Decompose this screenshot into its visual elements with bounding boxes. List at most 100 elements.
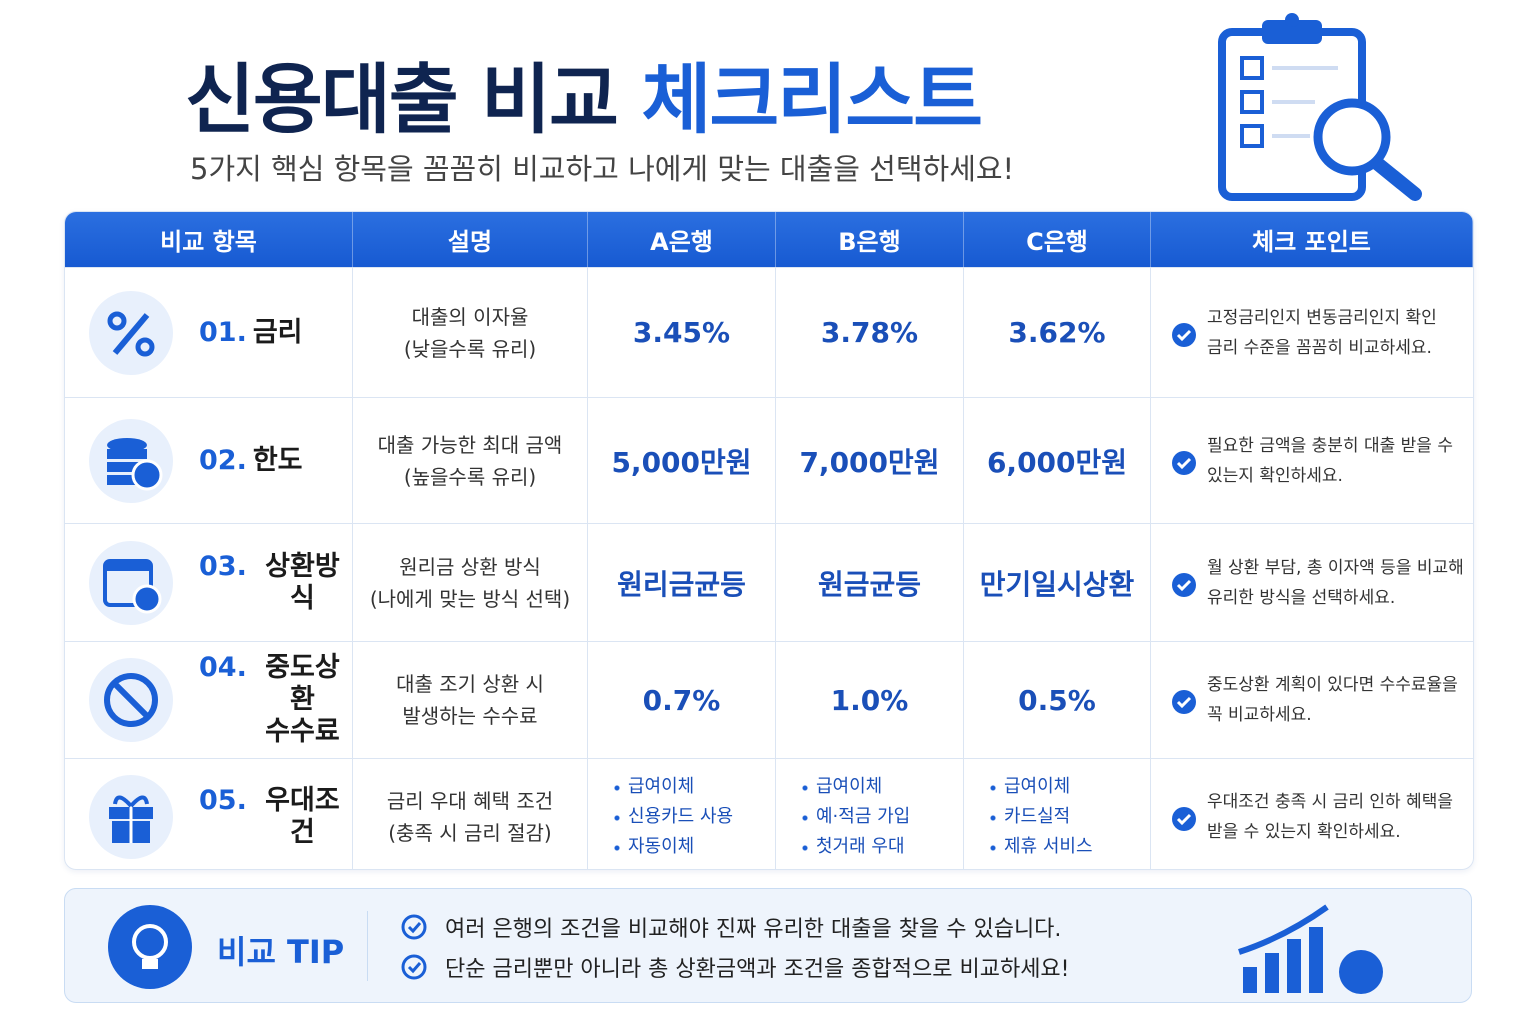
table-cell: 원금균등 (776, 524, 964, 641)
label-line: 금리 (252, 316, 303, 348)
tip-text: 여러 은행의 조건을 비교해야 진짜 유리한 대출을 찾을 수 있습니다. (445, 917, 1062, 942)
table-cell: 급여이체 신용카드 사용 자동이체 (588, 759, 776, 869)
table-cell: 1.0% (776, 642, 964, 758)
table-cell: 5,000만원 (588, 398, 776, 523)
row-icon (89, 774, 173, 859)
table-cell: 급여이체 예·적금 가입 첫거래 우대 (776, 759, 964, 869)
bulb-icon (108, 905, 192, 989)
table-cell: 3.45% (588, 268, 776, 397)
check-icon (1172, 450, 1196, 475)
bank-value: 1.0% (830, 683, 909, 717)
row-icon (89, 418, 173, 503)
table-cell: 급여이체 카드실적 제휴 서비스 (964, 759, 1151, 869)
condition-item: 첫거래 우대 (802, 831, 905, 862)
check-line: 월 상환 부담, 총 이자액 등을 비교해 (1207, 557, 1464, 578)
item-number: 03. (199, 550, 247, 582)
description-line: 대출의 이자율 (411, 304, 529, 329)
subtitle: 5가지 핵심 항목을 꼼꼼히 비교하고 나에게 맞는 대출을 선택하세요! (190, 152, 1015, 186)
tip-item: 단순 금리뿐만 아니라 총 상환금액과 조건을 종합적으로 비교하세요! (401, 947, 1070, 987)
table-cell: 대출의 이자율 (낮을수록 유리) (353, 268, 588, 397)
bank-value: 3.45% (632, 316, 731, 349)
bank-value: 0.7% (642, 683, 721, 717)
table-cell: 필요한 금액을 충분히 대출 받을 수 있는지 확인하세요. (1151, 398, 1473, 523)
table-cell: 0.5% (964, 642, 1151, 758)
item-number: 02. (199, 444, 247, 476)
bank-value: 7,000만원 (799, 445, 940, 479)
table-cell: 0.7% (588, 642, 776, 758)
table-cell: 대출 조기 상환 시 발생하는 수수료 (353, 642, 588, 758)
row-icon (89, 658, 173, 742)
label-line: 상환방식 (265, 550, 340, 614)
column-header: 비교 항목 (65, 212, 353, 267)
divider (367, 911, 368, 981)
condition-item: 급여이체 (990, 771, 1071, 802)
item-label: 우대조건 (253, 785, 352, 849)
table-row: 02. 한도 대출 가능한 최대 금액 (높을수록 유리) 5,000만원 7,000만원… (65, 397, 1473, 523)
item-name: 05. 우대조건 (199, 785, 352, 849)
table-header: 비교 항목 설명 A은행 B은행 C은행 체크 포인트 (65, 212, 1473, 267)
description-line: (높을수록 유리) (403, 464, 537, 489)
bank-value: 만기일시상환 (979, 567, 1135, 601)
bank-value: 3.78% (820, 316, 919, 349)
item-number: 01. (199, 316, 247, 348)
check-icon (1172, 690, 1196, 714)
item-name: 01. 금리 (199, 317, 303, 349)
check-line: 꼭 비교하세요. (1207, 705, 1312, 725)
label-line: 우대조건 (265, 784, 340, 848)
table-cell: 3.78% (776, 268, 964, 397)
bank-value: 원리금균등 (617, 567, 746, 601)
title-accent: 체크리스트 (641, 55, 983, 144)
bank-value: 6,000만원 (986, 445, 1128, 479)
condition-item: 신용카드 사용 (614, 801, 734, 832)
table-cell: 05. 우대조건 (65, 759, 353, 869)
column-header: 체크 포인트 (1151, 212, 1473, 267)
description-line: 금리 우대 혜택 조건 (386, 788, 554, 813)
check-icon (1172, 572, 1196, 597)
table-row: 05. 우대조건 금리 우대 혜택 조건 (충족 시 금리 절감) 급여이체 신용카드 사… (65, 758, 1473, 869)
description-line: 대출 조기 상환 시 (396, 672, 544, 696)
condition-item: 예·적금 가입 (802, 801, 911, 832)
comparison-table: 비교 항목 설명 A은행 B은행 C은행 체크 포인트 01. 금리 대출의 이자율 (낮을수록 … (64, 211, 1474, 870)
item-name: 04. 중도상환 수수료 (199, 652, 352, 748)
tip-check (401, 914, 427, 940)
table-cell: 우대조건 충족 시 금리 인하 혜택을 받을 수 있는지 확인하세요. (1151, 759, 1473, 869)
title-main: 신용대출 비교 (185, 55, 619, 144)
check-line: 받을 수 있는지 확인하세요. (1207, 821, 1401, 842)
check-text: 필요한 금액을 충분히 대출 받을 수 있는지 확인하세요. (1207, 431, 1453, 491)
condition-item: 카드실적 (990, 801, 1071, 832)
row-icon (89, 540, 173, 625)
table-row: 04. 중도상환 수수료 대출 조기 상환 시 발생하는 수수료 0.7% 1.0% 0.5%… (65, 641, 1473, 758)
item-label: 상환방식 (253, 551, 352, 615)
condition-item: 자동이체 (614, 831, 695, 862)
column-header: B은행 (776, 212, 964, 267)
check-line: 중도상환 계획이 있다면 수수료율을 (1207, 675, 1458, 695)
table-cell: 원리금균등 (588, 524, 776, 641)
bank-value: 원금균등 (817, 567, 922, 601)
column-header: C은행 (964, 212, 1151, 267)
check-line: 금리 수준을 꼼꼼히 비교하세요. (1207, 337, 1432, 358)
tip-text: 단순 금리뿐만 아니라 총 상환금액과 조건을 종합적으로 비교하세요! (445, 957, 1070, 982)
table-cell: 04. 중도상환 수수료 (65, 642, 353, 758)
table-cell: 02. 한도 (65, 398, 353, 523)
item-name: 03. 상환방식 (199, 551, 352, 615)
table-cell: 03. 상환방식 (65, 524, 353, 641)
table-cell: 01. 금리 (65, 268, 353, 397)
description-line: (충족 시 금리 절감) (388, 820, 552, 845)
bank-value: 3.62% (1008, 316, 1106, 349)
table-cell: 원리금 상환 방식 (나에게 맞는 방식 선택) (353, 524, 588, 641)
bank-value: 0.5% (1018, 683, 1096, 717)
table-cell: 대출 가능한 최대 금액 (높을수록 유리) (353, 398, 588, 523)
column-header: A은행 (588, 212, 776, 267)
check-line: 고정금리인지 변동금리인지 확인 (1207, 307, 1437, 328)
description-line: 원리금 상환 방식 (399, 554, 541, 579)
condition-item: 급여이체 (802, 771, 883, 802)
clipboard-icon (1218, 13, 1422, 201)
description-line: 대출 가능한 최대 금액 (377, 432, 563, 457)
tip-items: 여러 은행의 조건을 비교해야 진짜 유리한 대출을 찾을 수 있습니다. 단순 … (401, 907, 1070, 987)
check-line: 유리한 방식을 선택하세요. (1207, 587, 1396, 608)
item-label: 금리 (253, 317, 303, 349)
